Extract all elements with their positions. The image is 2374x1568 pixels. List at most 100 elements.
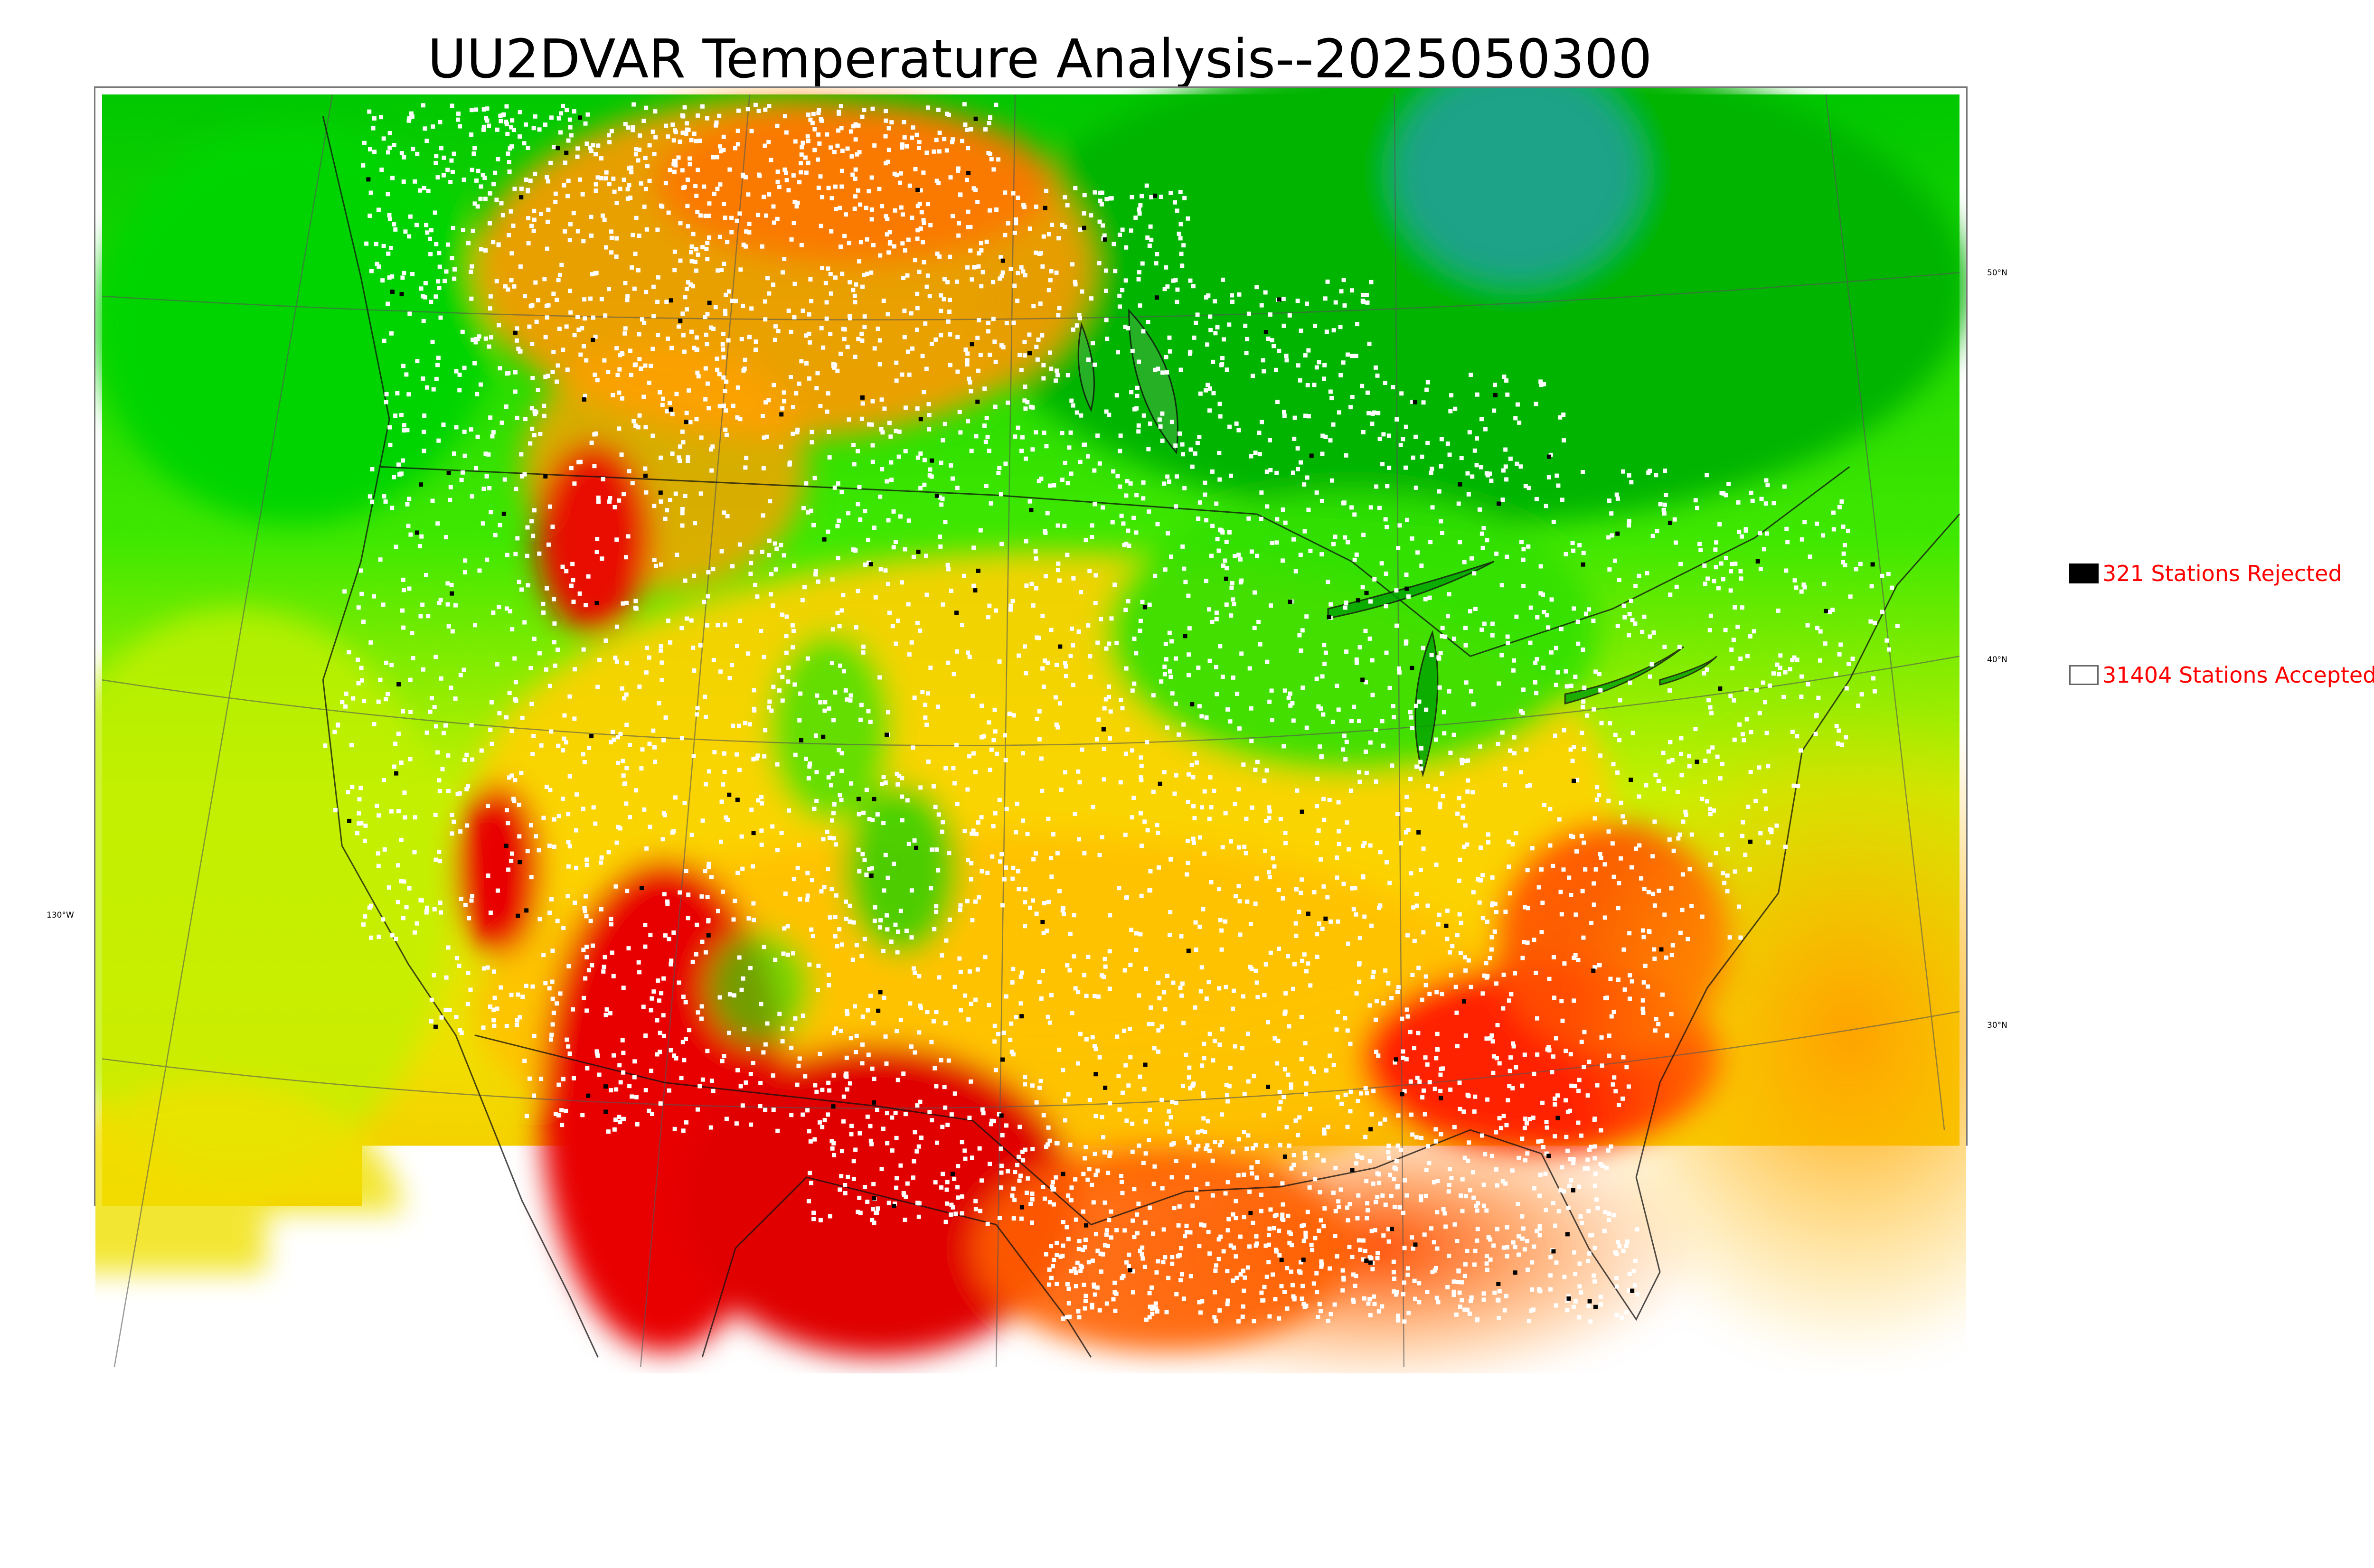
station-accepted-marker — [1016, 271, 1020, 275]
station-accepted-marker — [1569, 1178, 1573, 1183]
station-accepted-marker — [448, 498, 452, 502]
station-accepted-marker — [1565, 1308, 1569, 1312]
station-accepted-marker — [1302, 1239, 1306, 1243]
station-accepted-marker — [707, 214, 711, 218]
station-accepted-marker — [1410, 536, 1414, 541]
station-accepted-marker — [1742, 738, 1746, 742]
station-accepted-marker — [566, 812, 570, 816]
station-accepted-marker — [367, 214, 372, 218]
station-accepted-marker — [1498, 1061, 1502, 1065]
station-accepted-marker — [1075, 323, 1079, 328]
station-accepted-marker — [1272, 1226, 1276, 1230]
station-accepted-marker — [1573, 1272, 1577, 1276]
station-accepted-marker — [1090, 535, 1094, 539]
station-accepted-marker — [396, 863, 400, 867]
station-accepted-marker — [546, 208, 550, 212]
station-accepted-marker — [388, 217, 392, 221]
station-accepted-marker — [448, 180, 452, 184]
station-accepted-marker — [550, 525, 555, 529]
station-accepted-marker — [966, 210, 970, 214]
station-accepted-marker — [902, 309, 906, 313]
station-accepted-marker — [1198, 500, 1202, 505]
station-accepted-marker — [895, 1136, 899, 1140]
station-accepted-marker — [1542, 610, 1546, 614]
station-accepted-marker — [930, 342, 934, 346]
station-accepted-marker — [1066, 1237, 1071, 1241]
station-accepted-marker — [965, 788, 970, 792]
station-accepted-marker — [1017, 1179, 1022, 1183]
station-accepted-marker — [666, 619, 670, 623]
station-accepted-marker — [524, 122, 528, 127]
station-accepted-marker — [1514, 1065, 1518, 1070]
station-accepted-marker — [451, 629, 455, 633]
station-accepted-marker — [436, 356, 441, 360]
station-accepted-marker — [565, 367, 570, 372]
station-accepted-marker — [744, 456, 748, 460]
station-accepted-marker — [1592, 1117, 1597, 1121]
station-accepted-marker — [1179, 994, 1184, 998]
station-accepted-marker — [1308, 1107, 1312, 1111]
station-accepted-marker — [1274, 1213, 1279, 1217]
station-accepted-marker — [784, 131, 789, 135]
station-accepted-marker — [1433, 1087, 1437, 1091]
station-accepted-marker — [1458, 912, 1462, 916]
station-accepted-marker — [1281, 324, 1286, 328]
station-accepted-marker — [988, 768, 992, 772]
station-accepted-marker — [871, 243, 876, 247]
station-accepted-marker — [1774, 824, 1779, 828]
station-accepted-marker — [1612, 875, 1616, 879]
station-accepted-marker — [556, 648, 560, 652]
station-accepted-marker — [1253, 1143, 1258, 1147]
station-accepted-marker — [1344, 601, 1348, 605]
station-accepted-marker — [1211, 360, 1215, 364]
station-accepted-marker — [835, 611, 839, 615]
station-accepted-marker — [1592, 816, 1597, 820]
station-accepted-marker — [1662, 645, 1667, 649]
station-accepted-marker — [1030, 447, 1035, 451]
station-accepted-marker — [509, 125, 513, 130]
station-accepted-marker — [464, 787, 469, 791]
station-accepted-marker — [1046, 511, 1050, 515]
station-accepted-marker — [1241, 994, 1245, 998]
station-accepted-marker — [1250, 967, 1254, 971]
station-accepted-marker — [532, 508, 537, 512]
station-accepted-marker — [1206, 1119, 1210, 1123]
station-accepted-marker — [469, 987, 473, 992]
station-accepted-marker — [613, 884, 618, 889]
station-accepted-marker — [1365, 771, 1369, 775]
station-accepted-marker — [958, 430, 962, 434]
station-accepted-marker — [506, 867, 510, 872]
station-accepted-marker — [1371, 1089, 1375, 1093]
station-accepted-marker — [1083, 1306, 1087, 1311]
station-accepted-marker — [1223, 559, 1227, 563]
station-accepted-marker — [1173, 200, 1177, 205]
station-accepted-marker — [469, 132, 473, 137]
station-accepted-marker — [844, 1071, 848, 1076]
station-accepted-marker — [1372, 577, 1376, 582]
station-accepted-marker — [1617, 881, 1621, 885]
station-accepted-marker — [1541, 666, 1545, 670]
station-accepted-marker — [1191, 836, 1196, 841]
station-accepted-marker — [1673, 517, 1677, 522]
station-accepted-marker — [594, 182, 598, 187]
station-accepted-marker — [1135, 394, 1140, 398]
station-accepted-marker — [1339, 1187, 1343, 1192]
station-accepted-marker — [527, 325, 531, 329]
station-accepted-marker — [1533, 661, 1537, 665]
temperature-map[interactable] — [94, 86, 1968, 1375]
station-accepted-marker — [503, 478, 507, 482]
station-accepted-marker — [1104, 647, 1109, 651]
station-accepted-marker — [1012, 1216, 1016, 1221]
station-accepted-marker — [1550, 1070, 1554, 1074]
station-accepted-marker — [1702, 671, 1706, 676]
station-accepted-marker — [361, 922, 366, 927]
station-accepted-marker — [1323, 296, 1328, 300]
station-accepted-marker — [1300, 959, 1304, 963]
station-accepted-marker — [678, 259, 682, 263]
station-accepted-marker — [1137, 360, 1141, 364]
station-accepted-marker — [727, 1031, 731, 1035]
station-accepted-marker — [575, 315, 580, 319]
station-accepted-marker — [1201, 1094, 1206, 1098]
station-accepted-marker — [688, 156, 692, 160]
station-accepted-marker — [537, 552, 541, 556]
